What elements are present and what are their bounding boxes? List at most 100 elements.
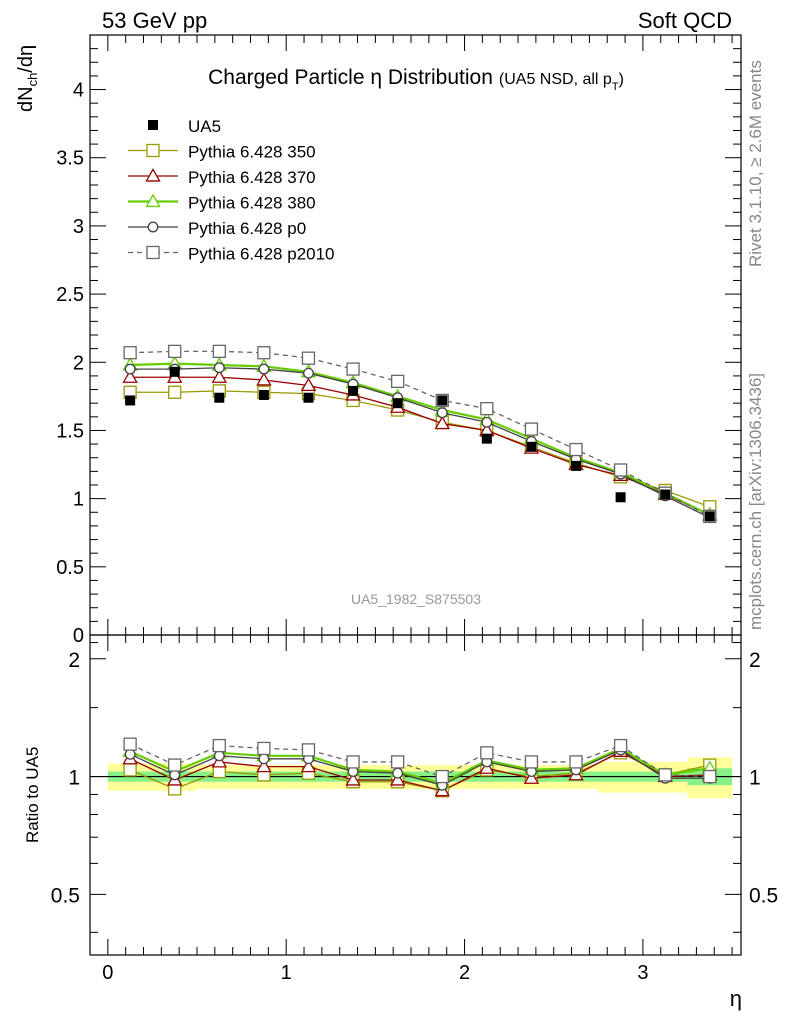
series-1 [122, 369, 718, 521]
series-marker [569, 442, 583, 457]
legend-marker [145, 193, 161, 208]
ratio-marker [480, 746, 494, 760]
series-marker [168, 344, 182, 359]
series-marker [613, 463, 628, 477]
series-marker [258, 363, 270, 375]
ratio-line [129, 752, 710, 792]
series-marker [301, 351, 316, 365]
chart-title: Charged Particle η Distribution (UA5 NSD,… [208, 66, 624, 93]
ua5-data [125, 366, 715, 522]
main-y-tick-label: 1.5 [56, 420, 84, 442]
series-marker [122, 369, 138, 383]
series-marker [212, 344, 226, 359]
series-marker [436, 407, 448, 419]
data-point [571, 460, 582, 471]
main-y-tick-label: 2 [73, 352, 84, 374]
main-y-tick-label: 3.5 [56, 148, 84, 170]
x-tick-label: 3 [637, 962, 648, 984]
main-y-tick-label: 1 [73, 489, 84, 511]
series-marker [303, 367, 314, 379]
main-y-tick-label: 4 [73, 80, 84, 102]
x-tick-label: 2 [459, 962, 470, 984]
ratio-marker [435, 769, 449, 784]
ratio-marker [658, 768, 672, 782]
ratio-y-axis-label: Ratio to UA5 [23, 747, 42, 843]
series-marker [257, 346, 271, 360]
x-axis-label: η [730, 986, 742, 1011]
ratio-marker [389, 772, 406, 786]
legend-label: Pythia 6.428 p0 [188, 219, 306, 238]
legend-marker [146, 245, 160, 260]
ratio-marker [258, 753, 270, 765]
ratio-line [129, 750, 710, 792]
series-marker [124, 363, 136, 375]
legend-marker [147, 221, 159, 233]
legend-label: Pythia 6.428 350 [188, 143, 316, 162]
series-marker [168, 385, 182, 399]
ratio-marker [479, 760, 495, 774]
data-point [258, 390, 269, 400]
ratio-marker [123, 737, 137, 751]
header-right: Soft QCD [637, 8, 732, 33]
series-marker [123, 346, 137, 360]
ratio-line [129, 747, 710, 785]
main-y-tick-label: 0.5 [56, 557, 84, 579]
ratio-y-tick-label-right: 0.5 [749, 884, 778, 907]
series-marker [391, 374, 405, 389]
legend-marker [146, 143, 160, 158]
data-point [660, 489, 671, 500]
ratio-marker [346, 755, 360, 769]
ratio-y-tick-label: 2 [68, 649, 80, 672]
series-marker [346, 362, 360, 376]
ratio-marker [124, 748, 136, 760]
legend-label: Pythia 6.428 370 [188, 168, 316, 187]
main-y-axis-label: dNch/dη [15, 45, 40, 112]
main-y-tick-label: 0 [73, 625, 84, 647]
data-point [214, 392, 225, 403]
data-point [704, 511, 715, 522]
series-marker [300, 377, 317, 392]
ratio-marker [123, 763, 137, 777]
ratio-line [129, 749, 710, 786]
data-point [303, 392, 314, 403]
legend-label: Pythia 6.428 380 [188, 194, 316, 213]
series-marker [213, 362, 225, 374]
series-line [130, 367, 711, 519]
ratio-marker [703, 769, 717, 784]
series-marker [524, 422, 539, 436]
ratio-y-tick-label: 0.5 [51, 884, 80, 907]
ratio-marker [212, 738, 226, 753]
data-point [125, 395, 136, 406]
ratio-plot-frame [89, 634, 742, 956]
data-point [526, 441, 537, 452]
series-marker [256, 372, 272, 386]
ratio-marker [256, 758, 272, 773]
ratio-marker [213, 750, 225, 762]
ratio-marker [391, 755, 405, 769]
x-tick-label: 1 [281, 962, 292, 984]
ratio-marker [300, 758, 317, 773]
header-left: 53 GeV pp [102, 8, 208, 33]
series-marker [434, 415, 450, 430]
data-point [437, 395, 448, 406]
legend-marker-ua5 [148, 120, 158, 130]
series-4 [123, 344, 717, 524]
ratio-marker [345, 772, 361, 786]
ratio-y-tick-label-right: 1 [749, 767, 761, 790]
series-line [130, 362, 711, 516]
ratio-marker [392, 767, 404, 779]
ratio-marker [524, 755, 539, 769]
ratio-marker [569, 755, 583, 769]
series-marker [480, 401, 494, 416]
data-point [481, 433, 492, 444]
ratio-series-4 [123, 737, 717, 784]
main-y-tick-label: 2.5 [56, 284, 84, 306]
legend-marker [145, 168, 161, 182]
legend-label: Pythia 6.428 p2010 [188, 245, 335, 264]
series-line [130, 390, 711, 508]
ratio-marker [168, 758, 182, 772]
analysis-watermark: UA5_1982_S875503 [351, 591, 481, 607]
ratio-y-tick-label-right: 2 [749, 649, 761, 672]
data-point [348, 385, 359, 396]
